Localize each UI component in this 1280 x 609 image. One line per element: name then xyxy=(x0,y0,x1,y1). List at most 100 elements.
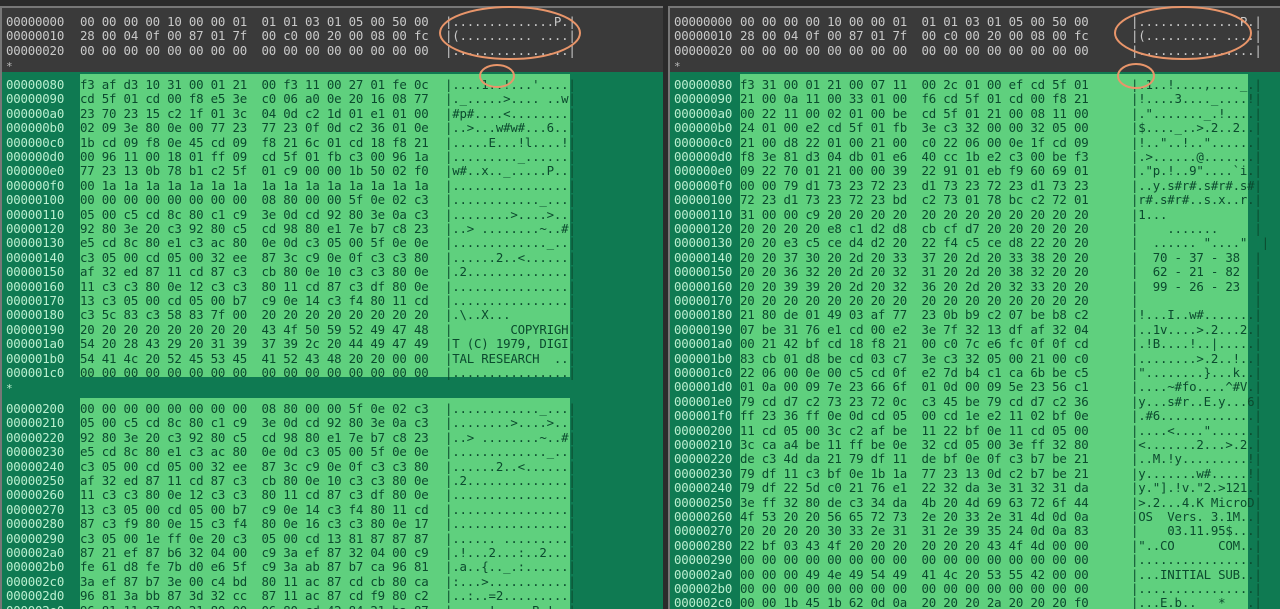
hex-row[interactable]: 000002e0 96 81 11 07 80 21 80 00 06 80 cd… xyxy=(2,603,663,609)
hex-row[interactable]: 00000220 92 80 3e 20 c3 92 80 c5 cd 98 80… xyxy=(2,429,663,445)
hex-row[interactable]: 000001b0 83 cb 01 d8 be cd 03 c7 3e c3 32… xyxy=(670,351,1280,366)
hex-row[interactable]: 000000a0 00 22 11 00 02 01 00 be cd 5f 01… xyxy=(670,105,1280,121)
hex-bytes: e5 cd 8c 80 e1 c3 ac 80 0e 0d c3 05 00 5… xyxy=(80,235,429,251)
hex-row[interactable]: 000002c0 00 00 1b 45 1b 62 0d 0a 20 20 20… xyxy=(670,595,1280,609)
hex-row[interactable]: 00000260 4f 53 20 20 56 65 72 73 2e 20 33… xyxy=(670,509,1280,524)
hex-row[interactable]: 00000230 e5 cd 8c 80 e1 c3 ac 80 0e 0d c3… xyxy=(2,444,663,459)
hex-row[interactable]: 00000020 00 00 00 00 00 00 00 00 00 00 00… xyxy=(2,43,663,58)
hex-row[interactable]: 000000e0 77 23 13 0b 78 b1 c2 5f 01 c9 00… xyxy=(2,163,663,178)
hex-row[interactable]: 00000160 20 20 39 39 20 2d 20 32 36 20 2d… xyxy=(670,279,1280,294)
hex-row[interactable]: 00000100 72 23 d1 73 23 72 23 bd c2 73 01… xyxy=(670,192,1280,207)
hex-row[interactable]: 000000b0 24 01 00 e2 cd 5f 01 fb 3e c3 32… xyxy=(670,120,1280,135)
hex-row[interactable]: 000001e0 79 cd d7 c2 73 23 72 0c c3 45 be… xyxy=(670,394,1280,409)
hex-row[interactable]: 00000260 11 c3 c3 80 0e 12 c3 c3 80 11 cd… xyxy=(2,487,663,502)
hex-bytes: 13 c3 05 00 cd 05 00 b7 c9 0e 14 c3 f4 8… xyxy=(80,501,429,517)
hex-row[interactable]: 00000160 11 c3 c3 80 0e 12 c3 c3 80 11 cd… xyxy=(2,279,663,294)
hex-row[interactable]: 00000090 21 00 0a 11 00 33 01 00 f6 cd 5f… xyxy=(670,91,1280,106)
right-hexdump-pane[interactable]: 00000000 00 00 00 00 10 00 00 01 01 01 03… xyxy=(668,6,1280,609)
hex-row[interactable]: 00000170 13 c3 05 00 cd 05 00 b7 c9 0e 14… xyxy=(2,293,663,308)
offset-cell: 000000f0 xyxy=(6,177,65,193)
hex-row[interactable]: 00000240 79 df 22 5d c0 21 76 e1 22 32 da… xyxy=(670,480,1280,495)
hex-row[interactable]: 000002c0 3a ef 87 b7 3e 00 c4 bd 80 11 ac… xyxy=(2,574,663,589)
offset-cell: 00000100 xyxy=(6,192,65,208)
hex-row[interactable]: 000001f0 ff 23 36 ff 0e 0d cd 05 00 cd 1e… xyxy=(670,408,1280,423)
hex-row[interactable]: 00000000 00 00 00 00 10 00 00 01 01 01 03… xyxy=(2,14,663,29)
hex-row[interactable]: 00000200 00 00 00 00 00 00 00 00 08 80 00… xyxy=(2,401,663,416)
hex-row[interactable]: 00000130 e5 cd 8c 80 e1 c3 ac 80 0e 0d c3… xyxy=(2,235,663,251)
hex-row[interactable]: 00000230 79 df 11 c3 bf 0e 1b 1a 77 23 13… xyxy=(670,466,1280,481)
hex-row[interactable]: 00000270 20 20 20 20 30 33 2e 31 31 2e 39… xyxy=(670,523,1280,538)
hex-row[interactable]: 000000c0 21 00 d8 22 01 00 21 00 c0 22 06… xyxy=(670,135,1280,150)
hex-row[interactable]: 00000210 05 00 c5 cd 8c 80 c1 c9 3e 0d cd… xyxy=(2,415,663,431)
hex-row[interactable]: 00000190 07 be 31 76 e1 cd 00 e2 3e 7f 32… xyxy=(670,322,1280,337)
hex-row[interactable]: 00000130 20 20 e3 c5 ce d4 d2 20 22 f4 c5… xyxy=(670,235,1280,250)
ascii-column: |.>......@.......| xyxy=(1131,149,1262,164)
ascii-column: |.!...2...:..2...| xyxy=(445,545,576,560)
hex-bytes: c3 05 00 cd 05 00 32 ee 87 3c c9 0e 0f c… xyxy=(80,458,429,474)
hex-bytes: 20 20 37 30 20 2d 20 33 37 20 2d 20 33 3… xyxy=(740,249,1089,265)
hex-row[interactable]: 000002d0 96 81 3a bb 87 3d 32 cc 87 11 ac… xyxy=(2,588,663,603)
hex-row[interactable]: 000002a0 87 21 ef 87 b6 32 04 00 c9 3a ef… xyxy=(2,545,663,560)
hex-row[interactable]: 00000120 92 80 3e 20 c3 92 80 c5 cd 98 80… xyxy=(2,221,663,236)
hex-row[interactable]: 00000100 00 00 00 00 00 00 00 00 08 80 00… xyxy=(2,192,663,208)
offset-cell: 00000260 xyxy=(674,509,733,524)
hex-row[interactable]: 00000280 87 c3 f9 80 0e 15 c3 f4 80 0e 16… xyxy=(2,516,663,531)
hex-row[interactable]: 00000080 f3 af d3 10 31 00 01 21 00 f3 11… xyxy=(2,77,663,92)
hex-row[interactable]: 000001c0 00 00 00 00 00 00 00 00 00 00 00… xyxy=(2,365,663,380)
hex-row[interactable]: 000000b0 02 09 3e 80 0e 00 77 23 77 23 0f… xyxy=(2,120,663,135)
offset-cell: 000002e0 xyxy=(6,603,64,609)
hex-row[interactable]: 000001b0 54 41 4c 20 52 45 53 45 41 52 43… xyxy=(2,350,663,366)
hex-row[interactable]: 00000250 3e ff 32 80 de c3 34 da 4b 20 4d… xyxy=(670,495,1280,510)
hex-row[interactable]: 00000180 21 80 de 01 49 03 af 77 23 0b b9… xyxy=(670,307,1280,322)
offset-cell: 00000240 xyxy=(6,458,65,474)
hex-row[interactable]: 00000290 00 00 00 00 00 00 00 00 00 00 00… xyxy=(670,552,1280,567)
hex-row[interactable]: 00000150 af 32 ed 87 11 cd 87 c3 cb 80 0e… xyxy=(2,264,663,279)
hex-row[interactable]: 00000200 11 cd 05 00 3c c2 af be 11 22 bf… xyxy=(670,423,1280,438)
hex-row[interactable]: 00000020 00 00 00 00 00 00 00 00 00 00 00… xyxy=(670,43,1280,58)
hex-row[interactable]: 00000250 af 32 ed 87 11 cd 87 c3 cb 80 0e… xyxy=(2,473,663,488)
hex-row[interactable]: 000000d0 00 96 11 00 18 01 ff 09 cd 5f 01… xyxy=(2,149,663,164)
ascii-column: |.....E...!l....!| xyxy=(445,134,576,150)
hex-row[interactable]: 000000a0 23 70 23 15 c2 1f 01 3c 04 0d c2… xyxy=(2,106,663,121)
hex-row[interactable]: 00000090 cd 5f 01 cd 00 f8 e5 3e c0 06 a0… xyxy=(2,91,663,106)
hex-row[interactable]: 000001a0 00 21 42 bf cd 18 f8 21 00 c0 7c… xyxy=(670,336,1280,351)
hex-row[interactable]: 00000240 c3 05 00 cd 05 00 32 ee 87 3c c9… xyxy=(2,458,663,474)
hex-row[interactable]: 00000190 20 20 20 20 20 20 20 20 43 4f 50… xyxy=(2,322,663,337)
hex-row[interactable]: 00000210 3c ca a4 be 11 ff be 0e 32 cd 05… xyxy=(670,437,1280,452)
hex-row[interactable]: 000001a0 54 20 28 43 29 20 31 39 37 39 2c… xyxy=(2,336,663,351)
hex-bytes: 00 1a 1a 1a 1a 1a 1a 1a 1a 1a 1a 1a 1a 1… xyxy=(80,177,429,193)
hex-row[interactable]: 00000000 00 00 00 00 10 00 00 01 01 01 03… xyxy=(670,14,1280,29)
hex-row[interactable]: 00000150 20 20 36 32 20 2d 20 32 31 20 2d… xyxy=(670,264,1280,279)
offset-cell: 000000d0 xyxy=(6,149,65,164)
hex-row[interactable]: 00000270 13 c3 05 00 cd 05 00 b7 c9 0e 14… xyxy=(2,501,663,517)
hex-row[interactable]: 000001c0 22 06 00 0e 00 c5 cd 0f e2 7d b4… xyxy=(670,365,1280,380)
hex-row[interactable]: 00000140 20 20 37 30 20 2d 20 33 37 20 2d… xyxy=(670,249,1280,265)
ascii-column: | ....... | xyxy=(1131,221,1262,236)
hex-row[interactable]: 000000e0 09 22 70 01 21 00 00 39 22 91 01… xyxy=(670,163,1280,178)
hex-row[interactable]: 00000280 22 bf 03 43 4f 20 20 20 20 20 20… xyxy=(670,538,1280,553)
hex-row[interactable]: 000002b0 00 00 00 00 00 00 00 00 00 00 00… xyxy=(670,581,1280,596)
hex-row[interactable]: 00000110 05 00 c5 cd 8c 80 c1 c9 3e 0d cd… xyxy=(2,207,663,222)
hex-row[interactable]: 00000010 28 00 04 0f 00 87 01 7f 00 c0 00… xyxy=(670,28,1280,43)
hex-row[interactable]: 00000180 c3 5c 83 c3 58 83 7f 00 20 20 20… xyxy=(2,307,663,322)
hex-row[interactable]: 000000f0 00 1a 1a 1a 1a 1a 1a 1a 1a 1a 1a… xyxy=(2,177,663,193)
hex-row[interactable]: 00000110 31 00 00 c9 20 20 20 20 20 20 20… xyxy=(670,207,1280,222)
hex-row[interactable]: 00000290 c3 05 00 1e ff 0e 20 c3 05 00 cd… xyxy=(2,531,663,546)
hex-row[interactable]: 00000080 f3 31 00 01 21 00 07 11 00 2c 01… xyxy=(670,77,1280,92)
hex-row[interactable]: 00000120 20 20 20 20 e8 c1 d2 d8 cb cf d7… xyxy=(670,221,1280,236)
offset-cell: 000001b0 xyxy=(6,350,65,366)
hex-row[interactable]: 000002b0 fe 61 d8 fe 7b d0 e6 5f c9 3a ab… xyxy=(2,559,663,574)
hex-row[interactable]: 00000220 de c3 4d da 21 79 df 11 de bf 0e… xyxy=(670,451,1280,466)
ascii-column: |..> ........~..#| xyxy=(445,429,576,445)
offset-cell: 00000210 xyxy=(6,415,65,431)
hex-row[interactable]: 000000f0 00 00 79 d1 73 23 72 23 d1 73 23… xyxy=(670,178,1280,193)
left-hexdump-pane[interactable]: 00000000 00 00 00 00 10 00 00 01 01 01 03… xyxy=(0,6,663,609)
hex-row[interactable]: 00000010 28 00 04 0f 00 87 01 7f 00 c0 00… xyxy=(2,28,663,43)
ascii-column: |."......._.!....| xyxy=(1131,105,1262,121)
hex-row[interactable]: 000000c0 1b cd 09 f8 0e 45 cd 09 f8 21 6c… xyxy=(2,134,663,150)
hex-row[interactable]: 00000140 c3 05 00 cd 05 00 32 ee 87 3c c9… xyxy=(2,250,663,265)
hex-row[interactable]: 00000170 20 20 20 20 20 20 20 20 20 20 20… xyxy=(670,293,1280,308)
hex-row[interactable]: 000000d0 f8 3e 81 d3 04 db 01 e6 40 cc 1b… xyxy=(670,149,1280,164)
hex-row[interactable]: 000002a0 00 00 00 49 4e 49 54 49 41 4c 20… xyxy=(670,567,1280,582)
hex-row[interactable]: 000001d0 01 0a 00 09 7e 23 66 6f 01 0d 00… xyxy=(670,379,1280,394)
